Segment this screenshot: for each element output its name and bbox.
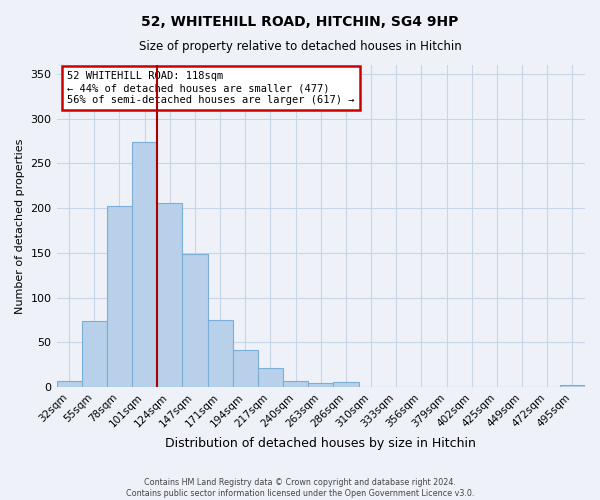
Text: Contains HM Land Registry data © Crown copyright and database right 2024.
Contai: Contains HM Land Registry data © Crown c… [126, 478, 474, 498]
Text: 52, WHITEHILL ROAD, HITCHIN, SG4 9HP: 52, WHITEHILL ROAD, HITCHIN, SG4 9HP [142, 15, 458, 29]
Bar [182, 254, 208, 387]
Bar [560, 385, 585, 387]
Bar [208, 320, 233, 387]
Bar [308, 384, 334, 387]
Bar [233, 350, 258, 387]
Bar [283, 380, 308, 387]
Y-axis label: Number of detached properties: Number of detached properties [15, 138, 25, 314]
Bar [258, 368, 283, 387]
Bar [82, 321, 107, 387]
Text: 52 WHITEHILL ROAD: 118sqm
← 44% of detached houses are smaller (477)
56% of semi: 52 WHITEHILL ROAD: 118sqm ← 44% of detac… [67, 72, 355, 104]
Text: Size of property relative to detached houses in Hitchin: Size of property relative to detached ho… [139, 40, 461, 53]
Bar [157, 202, 182, 387]
Bar [107, 206, 132, 387]
Bar [132, 142, 157, 387]
Bar [334, 382, 359, 387]
X-axis label: Distribution of detached houses by size in Hitchin: Distribution of detached houses by size … [166, 437, 476, 450]
Bar [56, 380, 82, 387]
